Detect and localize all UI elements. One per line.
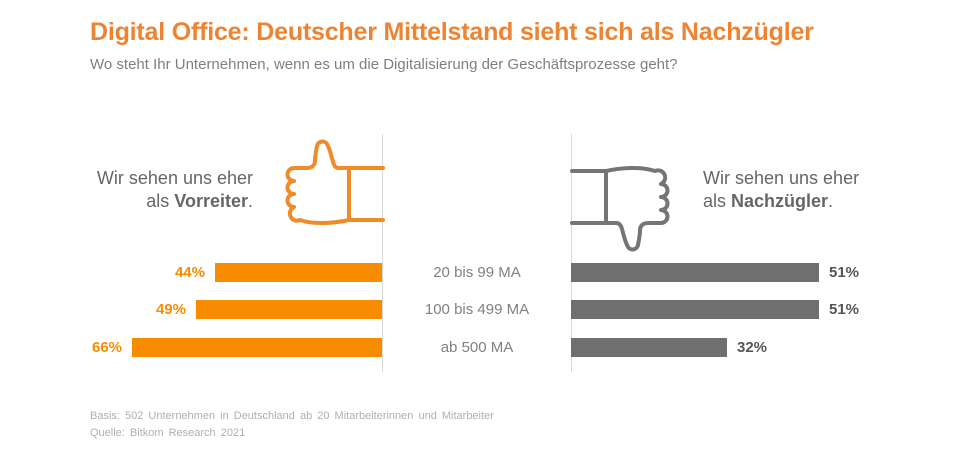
nachzuegler-label-line2: als Nachzügler. <box>703 191 834 211</box>
nachzuegler-bar <box>571 338 727 357</box>
vorreiter-bar <box>215 263 382 282</box>
vorreiter-keyword: Vorreiter <box>174 191 248 211</box>
chart-row: 44% 20 bis 99 MA 51% <box>0 263 960 282</box>
vorreiter-value-label: 44% <box>174 264 205 281</box>
category-label: 100 bis 499 MA <box>424 301 530 318</box>
nachzuegler-bar <box>571 300 819 319</box>
left-divider-line <box>382 134 383 372</box>
nachzuegler-keyword: Nachzügler <box>731 191 829 211</box>
thumbs-down-icon <box>570 166 670 252</box>
vorreiter-value-label: 66% <box>91 339 122 356</box>
page-subtitle: Wo steht Ihr Unternehmen, wenn es um die… <box>90 56 678 73</box>
basis-line: Basis: 502 Unternehmen in Deutschland ab… <box>90 410 494 422</box>
nachzuegler-value-label: 32% <box>737 339 768 356</box>
nachzuegler-value-label: 51% <box>829 264 860 281</box>
chart-row: 66% ab 500 MA 32% <box>0 338 960 357</box>
vorreiter-bar <box>196 300 382 319</box>
chart-row: 49% 100 bis 499 MA 51% <box>0 300 960 319</box>
nachzuegler-side-label: Wir sehen uns eher als Nachzügler. <box>703 167 859 213</box>
footnote: Basis: 502 Unternehmen in Deutschland ab… <box>90 408 494 442</box>
nachzuegler-value-label: 51% <box>829 301 860 318</box>
right-divider-line <box>571 134 572 372</box>
thumbs-up-icon <box>285 139 385 225</box>
vorreiter-side-label: Wir sehen uns eher als Vorreiter. <box>97 167 253 213</box>
category-label: ab 500 MA <box>440 339 514 356</box>
quelle-line: Quelle: Bitkom Research 2021 <box>90 427 246 439</box>
vorreiter-label-line2: als Vorreiter. <box>146 191 253 211</box>
nachzuegler-label-line1: Wir sehen uns eher <box>703 168 860 188</box>
vorreiter-bar <box>132 338 382 357</box>
category-label: 20 bis 99 MA <box>433 264 521 281</box>
nachzuegler-bar <box>571 263 819 282</box>
page-title: Digital Office: Deutscher Mittelstand si… <box>90 18 814 46</box>
vorreiter-label-line1: Wir sehen uns eher <box>96 168 253 188</box>
vorreiter-value-label: 49% <box>155 301 186 318</box>
